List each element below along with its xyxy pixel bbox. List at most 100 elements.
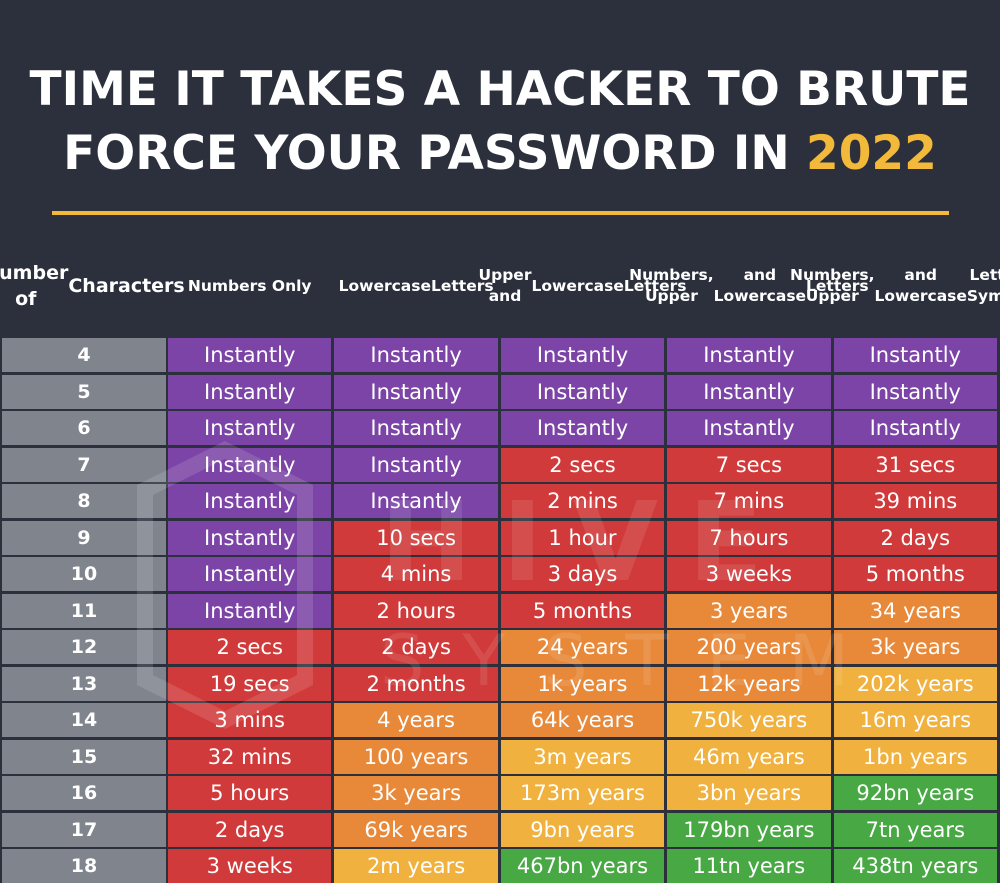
title-line-1: TIME IT TAKES A HACKER TO BRUTE xyxy=(29,62,971,117)
table-cell: 2 hours xyxy=(334,593,498,628)
column-header: Numbers, Upper and Lowercase Letters xyxy=(629,236,869,336)
table-cell: 4 mins xyxy=(334,557,498,592)
table-cell: 9bn years xyxy=(500,812,665,847)
table-cell: 64k years xyxy=(500,703,665,738)
table-cell: 34 years xyxy=(833,593,997,628)
row-label: 8 xyxy=(2,484,166,519)
table-cell: Instantly xyxy=(168,593,332,628)
row-header-line: Number of xyxy=(0,262,69,310)
column-header-line: Letters xyxy=(806,276,869,295)
column-header-line: Numbers Only xyxy=(187,276,312,295)
table-cell: Instantly xyxy=(168,484,332,519)
row-label: 7 xyxy=(2,447,166,482)
table-cell: Instantly xyxy=(168,338,332,373)
table-cell: 3k years xyxy=(334,776,498,811)
table-cell: Instantly xyxy=(334,411,498,446)
table-cell: 467bn years xyxy=(500,849,665,883)
table-cell: 100 years xyxy=(334,739,498,774)
table-cell: 11tn years xyxy=(667,849,831,883)
table-cell: 5 months xyxy=(500,593,665,628)
table-cell: Instantly xyxy=(833,338,997,373)
table-cell: 7 hours xyxy=(667,520,831,555)
table-cell: 2 days xyxy=(833,520,997,555)
column-header: Upper and Lowercase Letters xyxy=(479,236,687,336)
table-cell: 4 years xyxy=(334,703,498,738)
table-cell: Instantly xyxy=(500,338,665,373)
column-header-line: Numbers, Upper xyxy=(629,266,714,305)
table-cell: 3m years xyxy=(500,739,665,774)
table-cell: Instantly xyxy=(667,338,831,373)
table-cell: 173m years xyxy=(500,776,665,811)
column-header-line: Letters xyxy=(430,276,494,295)
table-cell: 46m years xyxy=(667,739,831,774)
table-cell: Instantly xyxy=(168,557,332,592)
row-label: 6 xyxy=(2,411,166,446)
table-cell: 7tn years xyxy=(833,812,997,847)
table-cell: 1bn years xyxy=(833,739,997,774)
row-label: 11 xyxy=(2,593,166,628)
table-cell: 31 secs xyxy=(833,447,997,482)
table-cell: Instantly xyxy=(334,338,498,373)
table-cell: Instantly xyxy=(168,411,332,446)
table-cell: 3 days xyxy=(500,557,665,592)
table-cell: 5 hours xyxy=(168,776,332,811)
table-cell: 3 mins xyxy=(168,703,332,738)
column-header-line: Upper and xyxy=(478,266,532,305)
column-header-line: Lowercase xyxy=(338,276,431,295)
column-header-line: and Lowercase xyxy=(713,266,807,305)
table-cell: 3bn years xyxy=(667,776,831,811)
table-cell: 3 weeks xyxy=(667,557,831,592)
table-cell: 2 secs xyxy=(500,447,665,482)
table-cell: 12k years xyxy=(667,666,831,701)
table-cell: Instantly xyxy=(334,447,498,482)
table-cell: 2 months xyxy=(334,666,498,701)
row-label: 10 xyxy=(2,557,166,592)
table-cell: 1 hour xyxy=(500,520,665,555)
row-label: 4 xyxy=(2,338,166,373)
table-cell: 2 secs xyxy=(168,630,332,665)
row-label: 9 xyxy=(2,520,166,555)
table-cell: Instantly xyxy=(168,447,332,482)
table-cell: 10 secs xyxy=(334,520,498,555)
table-cell: 3 years xyxy=(667,593,831,628)
table-cell: 19 secs xyxy=(168,666,332,701)
table-cell: Instantly xyxy=(334,374,498,409)
column-header: Lowercase Letters xyxy=(332,236,499,336)
table-cell: 438tn years xyxy=(833,849,997,883)
row-label: 16 xyxy=(2,776,166,811)
table-cell: Instantly xyxy=(500,411,665,446)
column-header: Numbers Only xyxy=(166,236,333,336)
title-year: 2022 xyxy=(806,126,937,181)
table-cell: 202k years xyxy=(833,666,997,701)
table-cell: 2 days xyxy=(168,812,332,847)
table-cell: Instantly xyxy=(168,520,332,555)
table-cell: 2 days xyxy=(334,630,498,665)
table-cell: 2m years xyxy=(334,849,498,883)
table-cell: 200 years xyxy=(667,630,831,665)
table-cell: Instantly xyxy=(168,374,332,409)
column-header-line: Numbers, Upper xyxy=(789,266,875,305)
table-cell: 7 mins xyxy=(667,484,831,519)
table-cell: Instantly xyxy=(334,484,498,519)
table-cell: 32 mins xyxy=(168,739,332,774)
table-cell: 2 mins xyxy=(500,484,665,519)
table-cell: Instantly xyxy=(500,374,665,409)
row-label: 17 xyxy=(2,812,166,847)
table-cell: Instantly xyxy=(833,374,997,409)
table-cell: 3 weeks xyxy=(168,849,332,883)
row-label: 5 xyxy=(2,374,166,409)
table-cell: 24 years xyxy=(500,630,665,665)
table-cell: 1k years xyxy=(500,666,665,701)
title-line-2: FORCE YOUR PASSWORD IN xyxy=(63,126,807,181)
column-header-line: Letters, Symbols xyxy=(966,266,1000,305)
column-header-line: Lowercase xyxy=(531,276,624,295)
column-header-line: Letters xyxy=(623,276,687,295)
row-label: 14 xyxy=(2,703,166,738)
table-cell: 16m years xyxy=(833,703,997,738)
chart-title: TIME IT TAKES A HACKER TO BRUTE FORCE YO… xyxy=(0,58,1000,186)
table-cell: 92bn years xyxy=(833,776,997,811)
table-cell: 179bn years xyxy=(667,812,831,847)
title-underline xyxy=(52,211,949,215)
